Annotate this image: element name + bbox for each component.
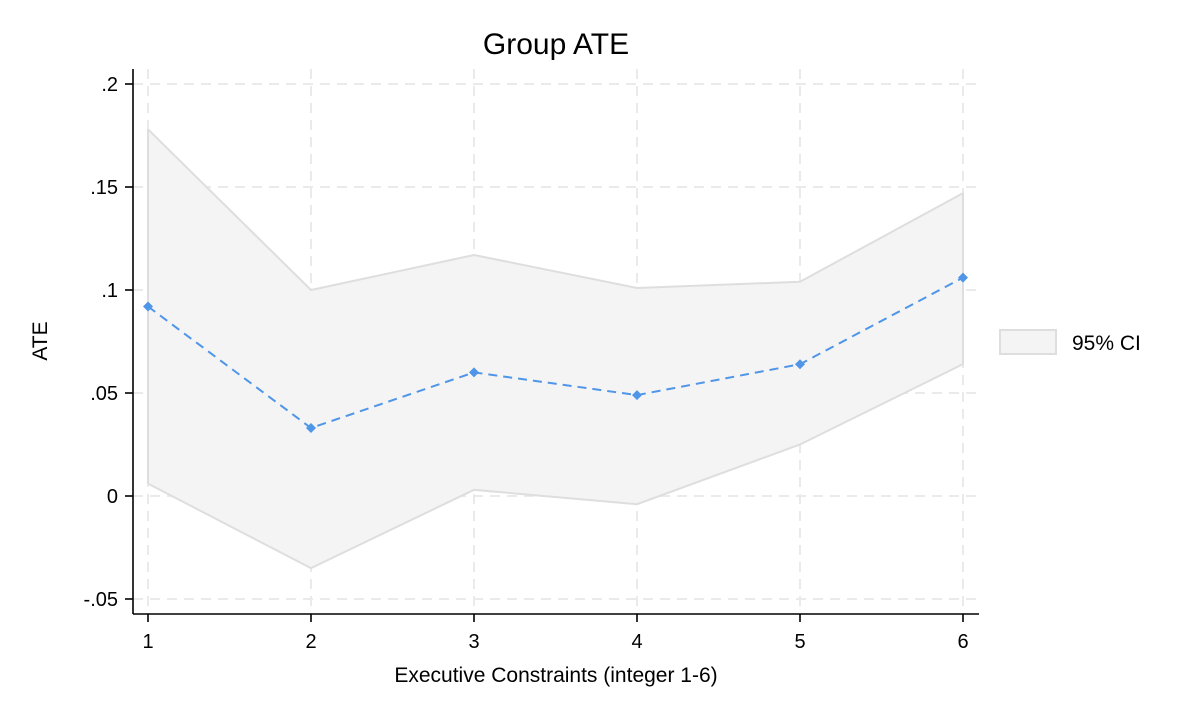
y-tick-label: 0 [107, 486, 118, 508]
x-tick-label: 6 [957, 631, 968, 653]
axes-layer [132, 69, 979, 615]
x-tick-label: 3 [468, 631, 479, 653]
y-tick-label: .15 [90, 177, 118, 199]
y-tick-label: .05 [90, 383, 118, 405]
y-tick-label: .1 [101, 280, 118, 302]
x-axis-title: Executive Constraints (integer 1-6) [394, 664, 717, 687]
ci-lower-bound-line [147, 363, 964, 570]
ate-line-layer [143, 272, 968, 433]
ci-band-area [148, 129, 963, 569]
legend: 95% CI [999, 329, 1141, 355]
ate-point-marker [958, 272, 968, 283]
chart-title: Group ATE [483, 28, 629, 61]
x-tick-label: 1 [142, 631, 153, 653]
y-tick-label: -.05 [84, 589, 118, 611]
ate-point-marker [306, 423, 316, 433]
ci-upper-bound-line [147, 128, 964, 292]
ate-point-marker [143, 301, 153, 312]
y-axis-title: ATE [29, 321, 52, 360]
x-tick-label: 2 [305, 631, 316, 653]
legend-swatch-ci [999, 329, 1057, 355]
x-tick-label: 5 [794, 631, 805, 653]
legend-label-ci: 95% CI [1072, 332, 1141, 355]
ate-line [147, 276, 964, 430]
ci-band-layer [147, 128, 964, 570]
ate-point-marker [632, 390, 642, 401]
y-tick-label: .2 [101, 74, 118, 96]
x-tick-label: 4 [631, 631, 642, 653]
ticks-layer: -.05 0 .05 .1 .15 .2 1 2 3 4 5 6 [84, 74, 969, 653]
ate-point-marker [469, 367, 479, 378]
ate-point-marker [795, 359, 805, 370]
